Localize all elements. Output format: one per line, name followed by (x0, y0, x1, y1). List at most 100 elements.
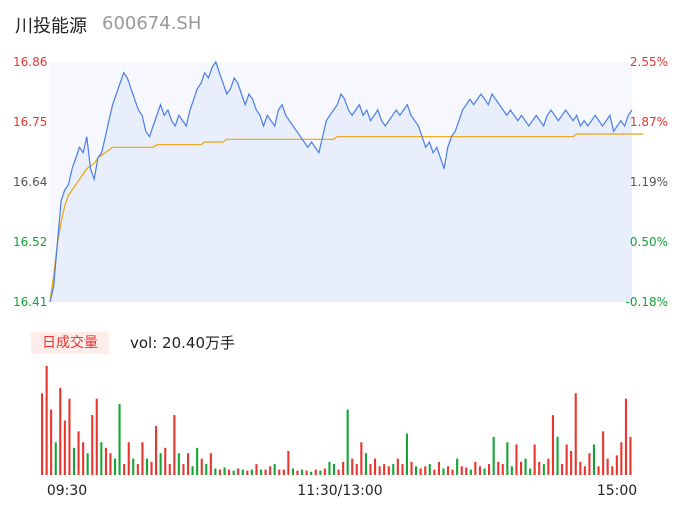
volume-bar (346, 409, 349, 475)
volume-bar (332, 464, 335, 475)
volume-bar (460, 466, 463, 475)
volume-bar (127, 442, 130, 475)
volume-bar (551, 415, 554, 476)
volume-bar (104, 447, 107, 476)
volume-bar (574, 393, 577, 476)
percent-tick-label: 1.19% (630, 175, 668, 189)
volume-bar (515, 444, 518, 475)
volume-bar (59, 387, 62, 475)
volume-bar (196, 447, 199, 476)
volume-bar (63, 420, 66, 475)
volume-bar (488, 464, 491, 475)
volume-bar (50, 409, 53, 475)
volume-bar (611, 466, 614, 475)
volume-bar (250, 469, 253, 476)
volume-bar (237, 468, 240, 475)
volume-bar (556, 436, 559, 475)
volume-bar (328, 461, 331, 475)
volume-bar (209, 453, 212, 475)
volume-bar (442, 468, 445, 475)
percent-tick-label: 1.87% (630, 115, 668, 129)
volume-bar (141, 442, 144, 475)
daily-volume-badge: 日成交量 (31, 332, 109, 354)
volume-bar (287, 451, 290, 475)
volume-bar (602, 431, 605, 475)
volume-bar (314, 469, 317, 476)
volume-bar (447, 466, 450, 475)
volume-bar (305, 470, 308, 475)
volume-bar (592, 444, 595, 475)
volume-bar (191, 466, 194, 475)
percent-tick-label: 0.50% (630, 235, 668, 249)
volume-bar (164, 447, 167, 476)
volume-bar (620, 442, 623, 475)
volume-bar (150, 461, 153, 475)
volume-bar (273, 464, 276, 475)
volume-bar (296, 470, 299, 475)
volume-bar (588, 453, 591, 475)
volume-bar (615, 455, 618, 475)
average-price-line (49, 133, 644, 303)
volume-bar (123, 464, 126, 475)
volume-bar (542, 464, 545, 475)
volume-bar (364, 453, 367, 475)
volume-bar (145, 458, 148, 475)
volume-bar (310, 471, 313, 475)
x-tick-label: 09:30 (47, 483, 87, 499)
volume-bar (456, 458, 459, 475)
volume-bar (241, 469, 244, 476)
volume-bar (264, 469, 267, 476)
volume-bar (415, 466, 418, 475)
volume-bar (173, 415, 176, 476)
volume-bar (301, 469, 304, 476)
volume-bar (182, 464, 185, 475)
volume-bar (136, 464, 139, 475)
volume-bar (278, 469, 281, 476)
volume-bar (177, 453, 180, 475)
volume-bar (492, 436, 495, 475)
percent-tick-label: -0.18% (626, 295, 668, 309)
volume-bar (624, 398, 627, 475)
volume-bar (374, 458, 377, 475)
volume-bar (337, 469, 340, 476)
volume-bar (424, 466, 427, 475)
volume-bar (597, 466, 600, 475)
volume-bar (41, 393, 44, 476)
volume-bar (465, 467, 468, 475)
percent-tick-label: 2.55% (630, 55, 668, 69)
volume-bar (433, 469, 436, 476)
x-tick-label: 15:00 (597, 483, 637, 499)
x-tick-label: 11:30/13:00 (297, 483, 382, 499)
volume-label: vol: 20.40万手 (130, 334, 235, 352)
volume-bar (95, 398, 98, 475)
volume-bar (114, 458, 117, 475)
volume-bar (506, 442, 509, 475)
volume-bar (82, 442, 85, 475)
volume-bar (200, 458, 203, 475)
volume-bar (510, 466, 513, 475)
volume-bar (342, 461, 345, 475)
volume-bar (405, 433, 408, 475)
volume-bar (451, 469, 454, 476)
volume-bar (255, 464, 258, 475)
volume-bar (401, 464, 404, 475)
y-tick-label: 16.64 (13, 175, 47, 189)
volume-bar (159, 453, 162, 475)
stock-name: 川投能源 (15, 16, 87, 37)
price-line (49, 60, 633, 303)
volume-bar (529, 468, 532, 475)
volume-bar (291, 468, 294, 475)
volume-bar (474, 461, 477, 475)
stock-code: 600674.SH (102, 13, 202, 34)
volume-bar (319, 470, 322, 475)
volume-bar (387, 466, 390, 475)
volume-bar (269, 466, 272, 475)
volume-bar (100, 442, 103, 475)
volume-bar (91, 415, 94, 476)
volume-bar (72, 447, 75, 476)
volume-bar (410, 461, 413, 475)
y-tick-label: 16.75 (13, 115, 47, 129)
volume-bar (205, 464, 208, 475)
volume-bar (168, 464, 171, 475)
